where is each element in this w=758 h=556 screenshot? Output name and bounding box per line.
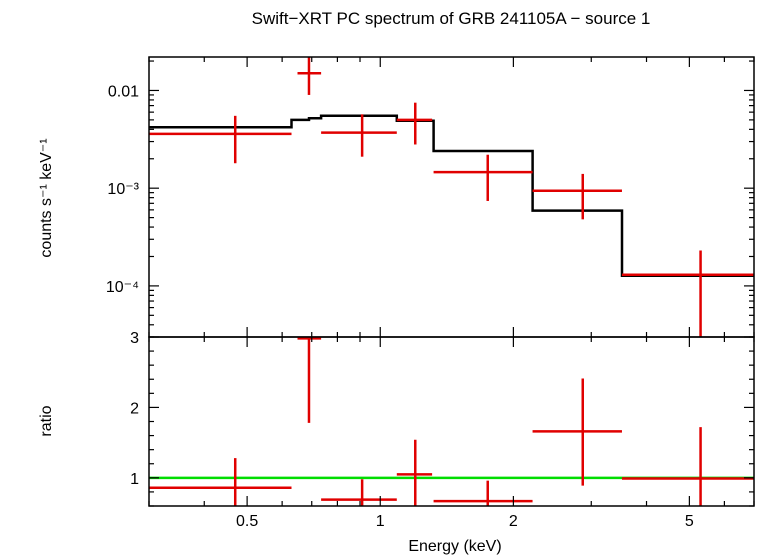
- y-tick-label: 1: [130, 471, 139, 488]
- spectrum-plot-frame: [148, 56, 755, 338]
- x-tick-label: 1: [376, 513, 385, 530]
- spectrum-data-point: [532, 173, 622, 220]
- model-step-line: [149, 114, 754, 278]
- y-tick-label: 0.01: [108, 83, 139, 100]
- x-tick-label: 0.5: [236, 513, 258, 530]
- ratio-plot-frame: [148, 336, 755, 507]
- chart-title: Swift−XRT PC spectrum of GRB 241105A − s…: [252, 9, 651, 28]
- spectrum-data-point: [297, 57, 322, 95]
- y-tick-label: 3: [130, 330, 139, 347]
- ratio-data-point: [396, 439, 433, 506]
- y-tick-label: 10⁻⁴: [106, 279, 139, 296]
- spectrum-data-point: [149, 115, 292, 164]
- ratio-data-point: [321, 479, 397, 506]
- y-tick-label: 2: [130, 400, 139, 417]
- ratio-y-axis-label: ratio: [38, 405, 55, 436]
- spectrum-data-point: [433, 154, 533, 201]
- ratio-data-point: [433, 480, 533, 506]
- spectrum-axis-ticks: 0.01 10⁻³ 10⁻⁴: [106, 57, 755, 338]
- x-tick-label: 5: [685, 513, 694, 530]
- x-axis-label: Energy (keV): [408, 538, 501, 555]
- ratio-data-point: [532, 378, 622, 486]
- spectrum-data-point: [396, 102, 433, 145]
- x-tick-label: 2: [509, 513, 518, 530]
- ratio-data-point: [621, 427, 754, 506]
- spectrum-y-axis-label: counts s⁻¹ keV⁻¹: [38, 138, 55, 257]
- y-tick-label: 10⁻³: [107, 181, 139, 198]
- spectrum-data-layer: [149, 57, 754, 337]
- ratio-data-point: [297, 337, 322, 423]
- spectrum-data-point: [621, 250, 754, 337]
- ratio-panel: 0.5 1 2 5 1 2 3: [130, 330, 755, 530]
- spectrum-panel: 0.01 10⁻³ 10⁻⁴: [106, 56, 755, 338]
- ratio-data-layer: [149, 337, 754, 506]
- spectrum-data-point: [321, 114, 397, 157]
- ratio-data-point: [149, 458, 292, 506]
